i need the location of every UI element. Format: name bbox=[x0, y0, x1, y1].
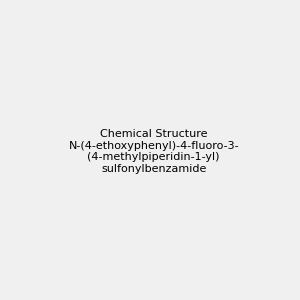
Text: Chemical Structure
N-(4-ethoxyphenyl)-4-fluoro-3-
(4-methylpiperidin-1-yl)
sulfo: Chemical Structure N-(4-ethoxyphenyl)-4-… bbox=[68, 129, 239, 174]
